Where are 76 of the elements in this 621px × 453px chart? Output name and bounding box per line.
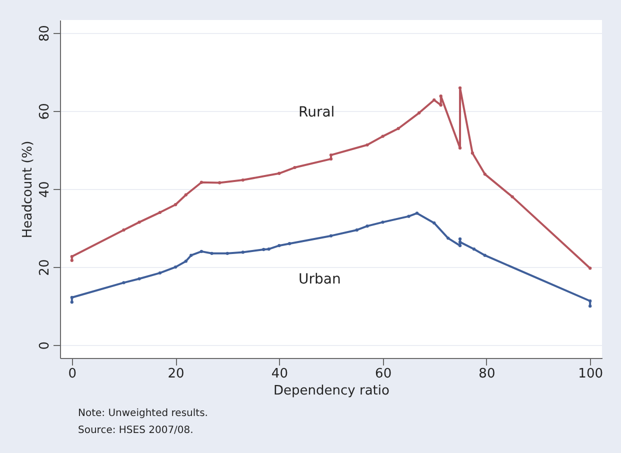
y-tick-label: 40 bbox=[38, 181, 52, 198]
point bbox=[210, 252, 214, 255]
point bbox=[483, 254, 486, 257]
point bbox=[483, 172, 486, 176]
point bbox=[418, 111, 421, 114]
point bbox=[184, 260, 188, 263]
point bbox=[278, 244, 281, 248]
x-tick-label: 80 bbox=[478, 366, 496, 382]
y-tick-label: 20 bbox=[38, 259, 52, 276]
point bbox=[458, 240, 462, 244]
point bbox=[458, 86, 462, 90]
series-label: Urban bbox=[298, 272, 341, 288]
point bbox=[241, 250, 244, 254]
point bbox=[184, 193, 188, 196]
x-tick-label: 0 bbox=[68, 366, 77, 382]
text: Rural bbox=[298, 104, 335, 121]
y-axis-title: Headcount (%) bbox=[20, 140, 36, 238]
point bbox=[472, 248, 476, 251]
point bbox=[200, 250, 204, 254]
y-tick-label: 80 bbox=[38, 25, 52, 42]
point bbox=[122, 281, 126, 284]
point bbox=[190, 254, 193, 257]
point bbox=[588, 304, 592, 308]
point bbox=[329, 157, 333, 161]
x-tick-label: 100 bbox=[578, 366, 603, 382]
point bbox=[458, 237, 462, 241]
point bbox=[278, 172, 281, 175]
point bbox=[138, 277, 141, 280]
point bbox=[158, 210, 162, 214]
text: Note: Unweighted results. bbox=[78, 407, 208, 421]
point bbox=[366, 143, 369, 146]
point bbox=[241, 178, 244, 182]
point bbox=[174, 265, 178, 269]
x-tick-label: 20 bbox=[168, 366, 184, 382]
point bbox=[432, 98, 436, 102]
point bbox=[366, 224, 369, 228]
point bbox=[381, 220, 384, 224]
point bbox=[588, 266, 592, 270]
y-tick-label: 0 bbox=[38, 341, 52, 350]
point bbox=[396, 126, 400, 130]
point bbox=[439, 94, 442, 98]
point bbox=[458, 244, 462, 248]
point bbox=[329, 153, 333, 157]
x-axis-title: Dependency ratio bbox=[274, 384, 390, 398]
point bbox=[138, 220, 141, 224]
point bbox=[70, 300, 74, 304]
point bbox=[174, 203, 178, 206]
point bbox=[122, 228, 126, 232]
source-note: Source: HSES 2007/08. bbox=[78, 424, 194, 438]
point bbox=[458, 146, 462, 150]
point bbox=[446, 236, 450, 240]
point bbox=[355, 228, 358, 232]
point bbox=[329, 234, 333, 238]
point bbox=[415, 212, 419, 215]
point bbox=[70, 258, 74, 262]
point bbox=[200, 180, 204, 184]
point bbox=[288, 242, 292, 246]
point bbox=[381, 134, 384, 138]
point bbox=[218, 181, 222, 184]
x-tick-label: 40 bbox=[271, 366, 288, 382]
line-series bbox=[70, 86, 592, 270]
point bbox=[293, 166, 296, 170]
x-tick-label: 60 bbox=[375, 366, 392, 382]
point bbox=[510, 195, 514, 198]
point bbox=[158, 271, 162, 274]
point bbox=[70, 254, 74, 258]
point bbox=[262, 248, 266, 252]
point bbox=[70, 296, 74, 300]
point bbox=[470, 152, 474, 155]
point bbox=[432, 221, 436, 225]
point bbox=[588, 299, 592, 303]
point bbox=[267, 248, 270, 251]
y-tick-label: 60 bbox=[38, 103, 52, 120]
point bbox=[407, 214, 410, 218]
point bbox=[226, 252, 229, 255]
point bbox=[439, 104, 442, 107]
